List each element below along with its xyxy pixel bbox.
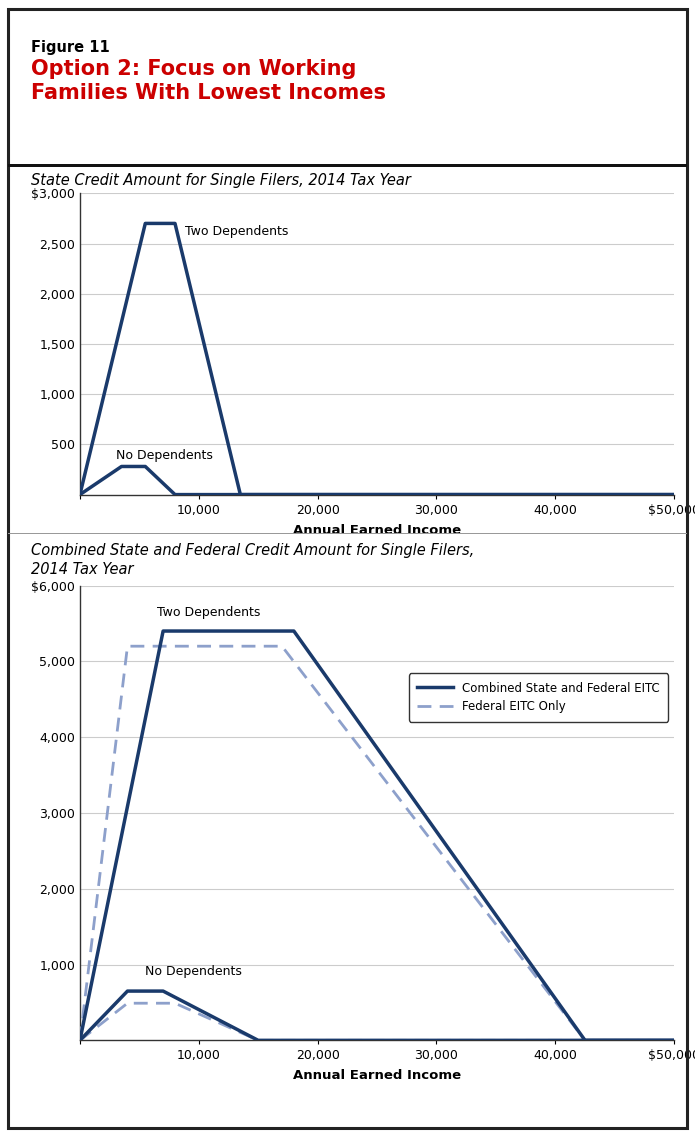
Text: Option 2: Focus on Working
Families With Lowest Incomes: Option 2: Focus on Working Families With… [31,59,386,103]
Text: Two Dependents: Two Dependents [184,225,288,239]
Text: State Credit Amount for Single Filers, 2014 Tax Year: State Credit Amount for Single Filers, 2… [31,173,411,188]
X-axis label: Annual Earned Income: Annual Earned Income [293,1069,461,1082]
Text: Combined State and Federal Credit Amount for Single Filers,
2014 Tax Year: Combined State and Federal Credit Amount… [31,543,475,578]
Legend: Combined State and Federal EITC, Federal EITC Only: Combined State and Federal EITC, Federal… [409,673,669,722]
Text: No Dependents: No Dependents [145,965,242,978]
Text: Two Dependents: Two Dependents [157,606,261,619]
X-axis label: Annual Earned Income: Annual Earned Income [293,523,461,537]
Text: No Dependents: No Dependents [115,449,213,463]
Text: Figure 11: Figure 11 [31,40,110,55]
